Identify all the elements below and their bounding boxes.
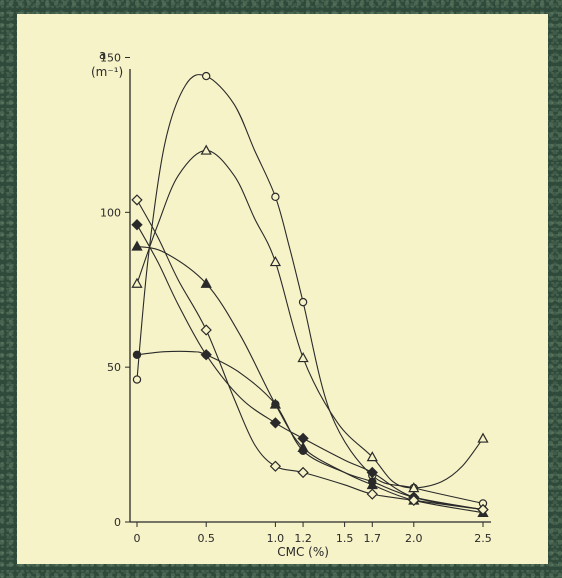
series-filled-diamond [131,219,489,516]
data-point-open-triangle [297,352,309,363]
x-tick-label: 1.7 [364,532,382,545]
x-tick-label: 0 [134,532,141,545]
data-point-filled-triangle [200,277,212,288]
data-point-filled-diamond [131,219,143,231]
data-point-open-diamond [200,324,212,336]
y-axis-symbol: a [99,48,106,62]
data-point-open-diamond [131,194,143,206]
data-point-filled-diamond [366,466,378,479]
data-point-filled-diamond [297,432,309,445]
series-open-triangle [131,144,489,493]
data-point-filled-triangle [131,240,143,251]
data-point-open-diamond [269,460,282,472]
data-point-open-diamond [477,503,489,516]
x-tick-label: 0.5 [197,532,215,545]
data-point-open-circle [298,297,308,307]
y-tick-label: 100 [100,206,121,219]
x-tick-label: 1.5 [336,532,354,545]
data-point-filled-circle [271,400,280,409]
x-tick-label: 1.0 [267,532,285,545]
data-point-open-diamond [297,466,309,479]
data-point-open-circle [132,375,142,384]
ticks: 0 0.5 1.0 1.2 1.5 1.7 2.0 2.5 0 50 100 150 [100,51,492,545]
chart-panel: 0 0.5 1.0 1.2 1.5 1.7 2.0 2.5 0 50 100 150 a (m⁻¹) … [17,14,548,564]
y-tick-label: 0 [114,516,121,529]
data-point-filled-diamond [200,349,212,361]
series-line [136,74,484,504]
series-open-diamond [131,194,489,516]
data-point-open-triangle [477,432,489,443]
series-line [136,199,484,511]
data-point-open-diamond [408,494,420,506]
data-point-open-circle [201,71,211,81]
data-point-open-circle [271,192,280,202]
data-point-open-triangle [269,256,282,267]
x-tick-label: 2.0 [405,532,423,545]
x-tick-label: 2.5 [474,532,492,545]
data-point-filled-circle [132,350,142,359]
axes [129,69,491,523]
series-filled-triangle [131,240,489,517]
y-axis-unit: (m⁻¹) [91,65,123,79]
data-point-filled-circle [298,446,308,455]
data-point-open-triangle [200,144,212,155]
y-tick-label: 150 [100,51,121,64]
data-point-filled-diamond [269,417,282,429]
data-point-open-triangle [131,277,143,288]
y-tick-label: 50 [107,361,121,374]
x-axis-title: CMC (%) [277,545,329,559]
series-line [136,245,484,514]
data-point-open-triangle [366,451,378,462]
data-point-open-diamond [366,488,378,500]
data-point-filled-circle [368,477,377,486]
series-line [136,149,484,489]
series [131,71,489,517]
x-tick-label: 1.2 [294,532,312,545]
